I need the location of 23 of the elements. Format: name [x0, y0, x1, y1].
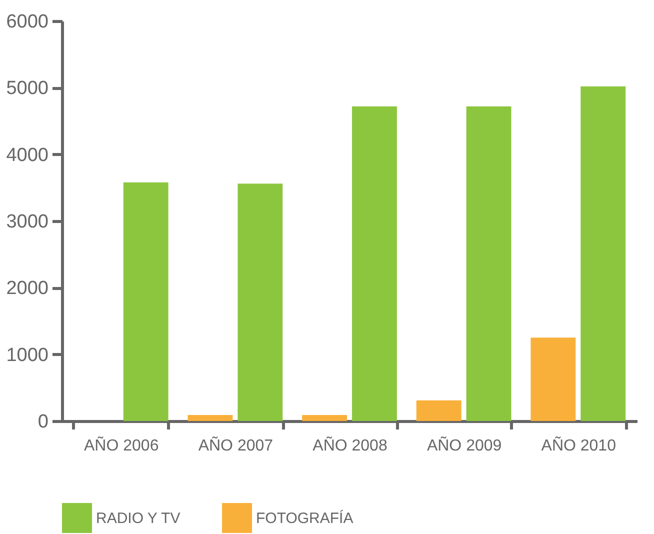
x-tick-label: AÑO 2006 [84, 436, 159, 454]
y-tick-label: 6000 [6, 12, 48, 32]
bar [416, 400, 462, 421]
x-tick-label: AÑO 2009 [426, 436, 502, 454]
y-tick-label: 2000 [6, 278, 48, 300]
bar [466, 106, 512, 421]
legend-label: FOTOGRAFÍA [256, 509, 354, 527]
bar [188, 415, 233, 421]
bar [238, 184, 283, 421]
y-tick-label: 4000 [6, 144, 48, 166]
x-tick-label: AÑO 2007 [198, 436, 274, 454]
x-tick-label: AÑO 2010 [541, 436, 616, 454]
y-tick-label: 0 [38, 412, 48, 432]
y-tick-label: 3000 [6, 212, 48, 232]
bar [123, 182, 168, 421]
y-tick-label: 1000 [6, 344, 48, 366]
x-tick-label: AÑO 2008 [312, 436, 388, 454]
bar [352, 106, 397, 421]
legend-label: RADIO Y TV [96, 510, 180, 527]
bar [530, 338, 576, 421]
bar [302, 415, 348, 421]
bar [580, 86, 626, 421]
y-tick-label: 5000 [6, 78, 48, 100]
